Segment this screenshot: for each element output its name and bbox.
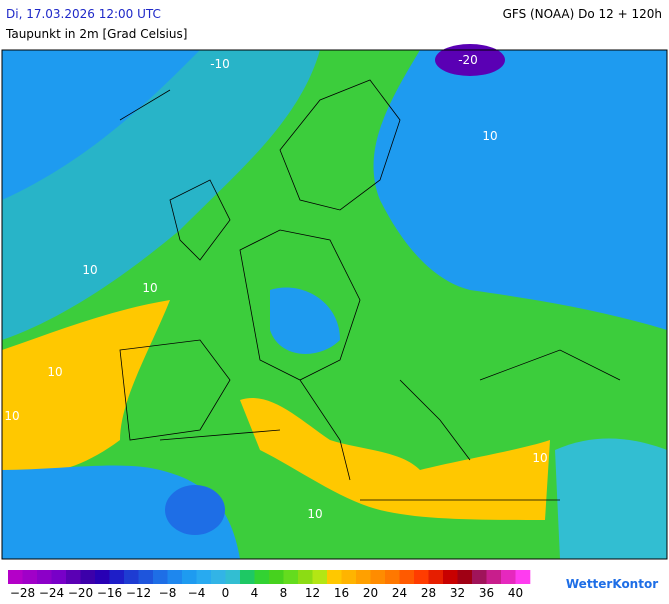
legend-label: 0 bbox=[222, 586, 230, 600]
legend-swatch bbox=[341, 570, 357, 584]
legend-swatch bbox=[182, 570, 197, 584]
atlantic-cold bbox=[2, 50, 200, 200]
legend-label: 24 bbox=[392, 586, 407, 600]
legend-swatch bbox=[385, 570, 400, 584]
legend: −28 −24 −20 −16 −12 −8 −4 0 4 8 12 16 20 24 28 32 36 40 bbox=[8, 570, 531, 600]
legend-swatch bbox=[240, 570, 255, 584]
mediterranean-warm bbox=[240, 398, 550, 520]
contour-label: -10 bbox=[210, 57, 230, 71]
legend-swatch bbox=[51, 570, 67, 584]
contour-label: 10 bbox=[482, 129, 497, 143]
legend-swatch bbox=[95, 570, 110, 584]
legend-label: 20 bbox=[363, 586, 378, 600]
legend-label: 16 bbox=[334, 586, 349, 600]
legend-label: 36 bbox=[479, 586, 494, 600]
legend-swatch bbox=[269, 570, 284, 584]
contour-label: 10 bbox=[4, 409, 19, 423]
legend-label: 28 bbox=[421, 586, 436, 600]
russia-cold bbox=[373, 50, 667, 330]
legend-swatch bbox=[298, 570, 313, 584]
legend-swatch bbox=[66, 570, 81, 584]
legend-swatch bbox=[501, 570, 516, 584]
arctic-pocket bbox=[435, 44, 505, 76]
contour-label: 10 bbox=[82, 263, 97, 277]
header-date: Di, 17.03.2026 12:00 UTC bbox=[6, 7, 161, 21]
legend-label: −24 bbox=[39, 586, 64, 600]
contour-label: 10 bbox=[307, 507, 322, 521]
legend-swatch bbox=[124, 570, 139, 584]
legend-swatch bbox=[8, 570, 23, 584]
legend-swatch bbox=[414, 570, 429, 584]
legend-swatch bbox=[327, 570, 342, 584]
legend-swatch bbox=[211, 570, 226, 584]
legend-label: −12 bbox=[126, 586, 151, 600]
legend-swatch bbox=[486, 570, 502, 584]
legend-swatch bbox=[472, 570, 487, 584]
central-europe-cold bbox=[270, 287, 340, 354]
sahara-core bbox=[165, 485, 225, 535]
legend-label: 4 bbox=[251, 586, 259, 600]
legend-label: −16 bbox=[97, 586, 122, 600]
legend-swatch bbox=[22, 570, 38, 584]
legend-swatch bbox=[399, 570, 415, 584]
coastlines bbox=[119, 79, 621, 501]
legend-label: −28 bbox=[10, 586, 35, 600]
legend-label: 12 bbox=[305, 586, 320, 600]
legend-swatch bbox=[283, 570, 299, 584]
legend-swatch bbox=[225, 570, 241, 584]
iberia-warm bbox=[2, 300, 170, 474]
contour-label: 10 bbox=[47, 365, 62, 379]
legend-label: 40 bbox=[508, 586, 523, 600]
contour-label: -20 bbox=[458, 53, 478, 67]
legend-swatch bbox=[167, 570, 183, 584]
contour-label: 10 bbox=[142, 281, 157, 295]
map-frame bbox=[1, 49, 668, 560]
legend-swatch bbox=[312, 570, 328, 584]
legend-swatch bbox=[428, 570, 444, 584]
legend-swatch bbox=[254, 570, 270, 584]
map-field: -10 -20 10 10 10 10 10 10 10 bbox=[2, 44, 667, 559]
contour-labels: -10 -20 10 10 10 10 10 10 10 bbox=[4, 53, 547, 521]
legend-swatch bbox=[138, 570, 154, 584]
legend-swatch bbox=[37, 570, 52, 584]
middle-east-dry bbox=[555, 438, 667, 559]
legend-swatch bbox=[370, 570, 386, 584]
legend-swatch bbox=[515, 570, 531, 584]
legend-label: 8 bbox=[280, 586, 288, 600]
legend-swatch bbox=[356, 570, 371, 584]
legend-label: −20 bbox=[68, 586, 93, 600]
legend-label: −4 bbox=[188, 586, 206, 600]
legend-swatch bbox=[153, 570, 168, 584]
header-model: GFS (NOAA) Do 12 + 120h bbox=[503, 7, 662, 21]
legend-label: −8 bbox=[159, 586, 177, 600]
contour-label: 10 bbox=[532, 451, 547, 465]
legend-swatch bbox=[457, 570, 473, 584]
legend-swatch bbox=[109, 570, 125, 584]
legend-swatch bbox=[196, 570, 212, 584]
brand-logo: WetterKontor bbox=[566, 577, 658, 591]
legend-swatch bbox=[443, 570, 458, 584]
legend-label: 32 bbox=[450, 586, 465, 600]
header-title: Taupunkt in 2m [Grad Celsius] bbox=[5, 27, 187, 41]
legend-swatch bbox=[80, 570, 96, 584]
